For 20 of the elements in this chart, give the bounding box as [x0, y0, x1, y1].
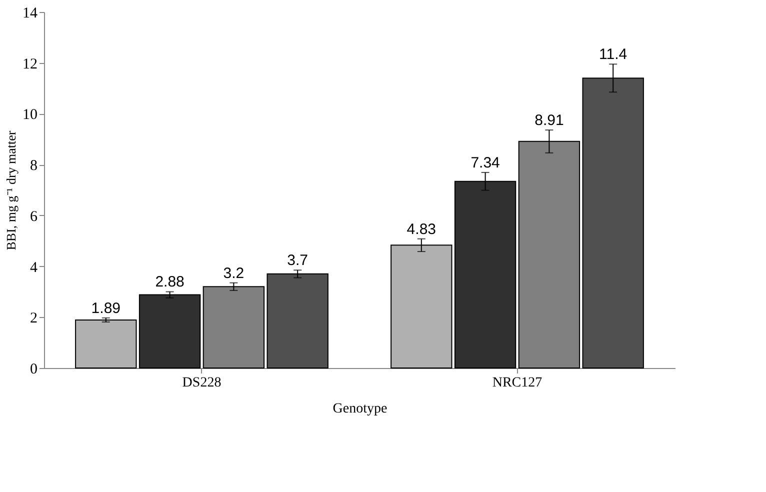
x-axis-title: Genotype [332, 402, 388, 416]
data-label: 8.91 [534, 112, 564, 129]
x-tick-label: NRC127 [492, 376, 542, 390]
y-tick-label: 6 [30, 208, 38, 225]
x-tick-label: DS228 [182, 376, 222, 390]
y-tick-label: 4 [30, 260, 38, 276]
y-axis-title: BBI, mg g⁻¹ dry matter [4, 130, 18, 250]
data-label: 2.88 [155, 274, 184, 291]
data-label: 7.34 [470, 154, 500, 172]
data-label: 4.83 [406, 220, 436, 238]
y-tick-label: 2 [30, 310, 38, 327]
data-label: 1.89 [91, 300, 121, 317]
y-tick-label: 12 [22, 56, 38, 72]
data-label: 11.4 [599, 46, 628, 64]
y-tick-label: 14 [22, 6, 38, 22]
data-label: 3.2 [223, 264, 244, 282]
data-label: 3.7 [287, 252, 308, 270]
y-tick-label: 10 [22, 107, 38, 124]
y-tick-label: 8 [30, 158, 38, 174]
y-tick-label: 0 [30, 362, 38, 378]
